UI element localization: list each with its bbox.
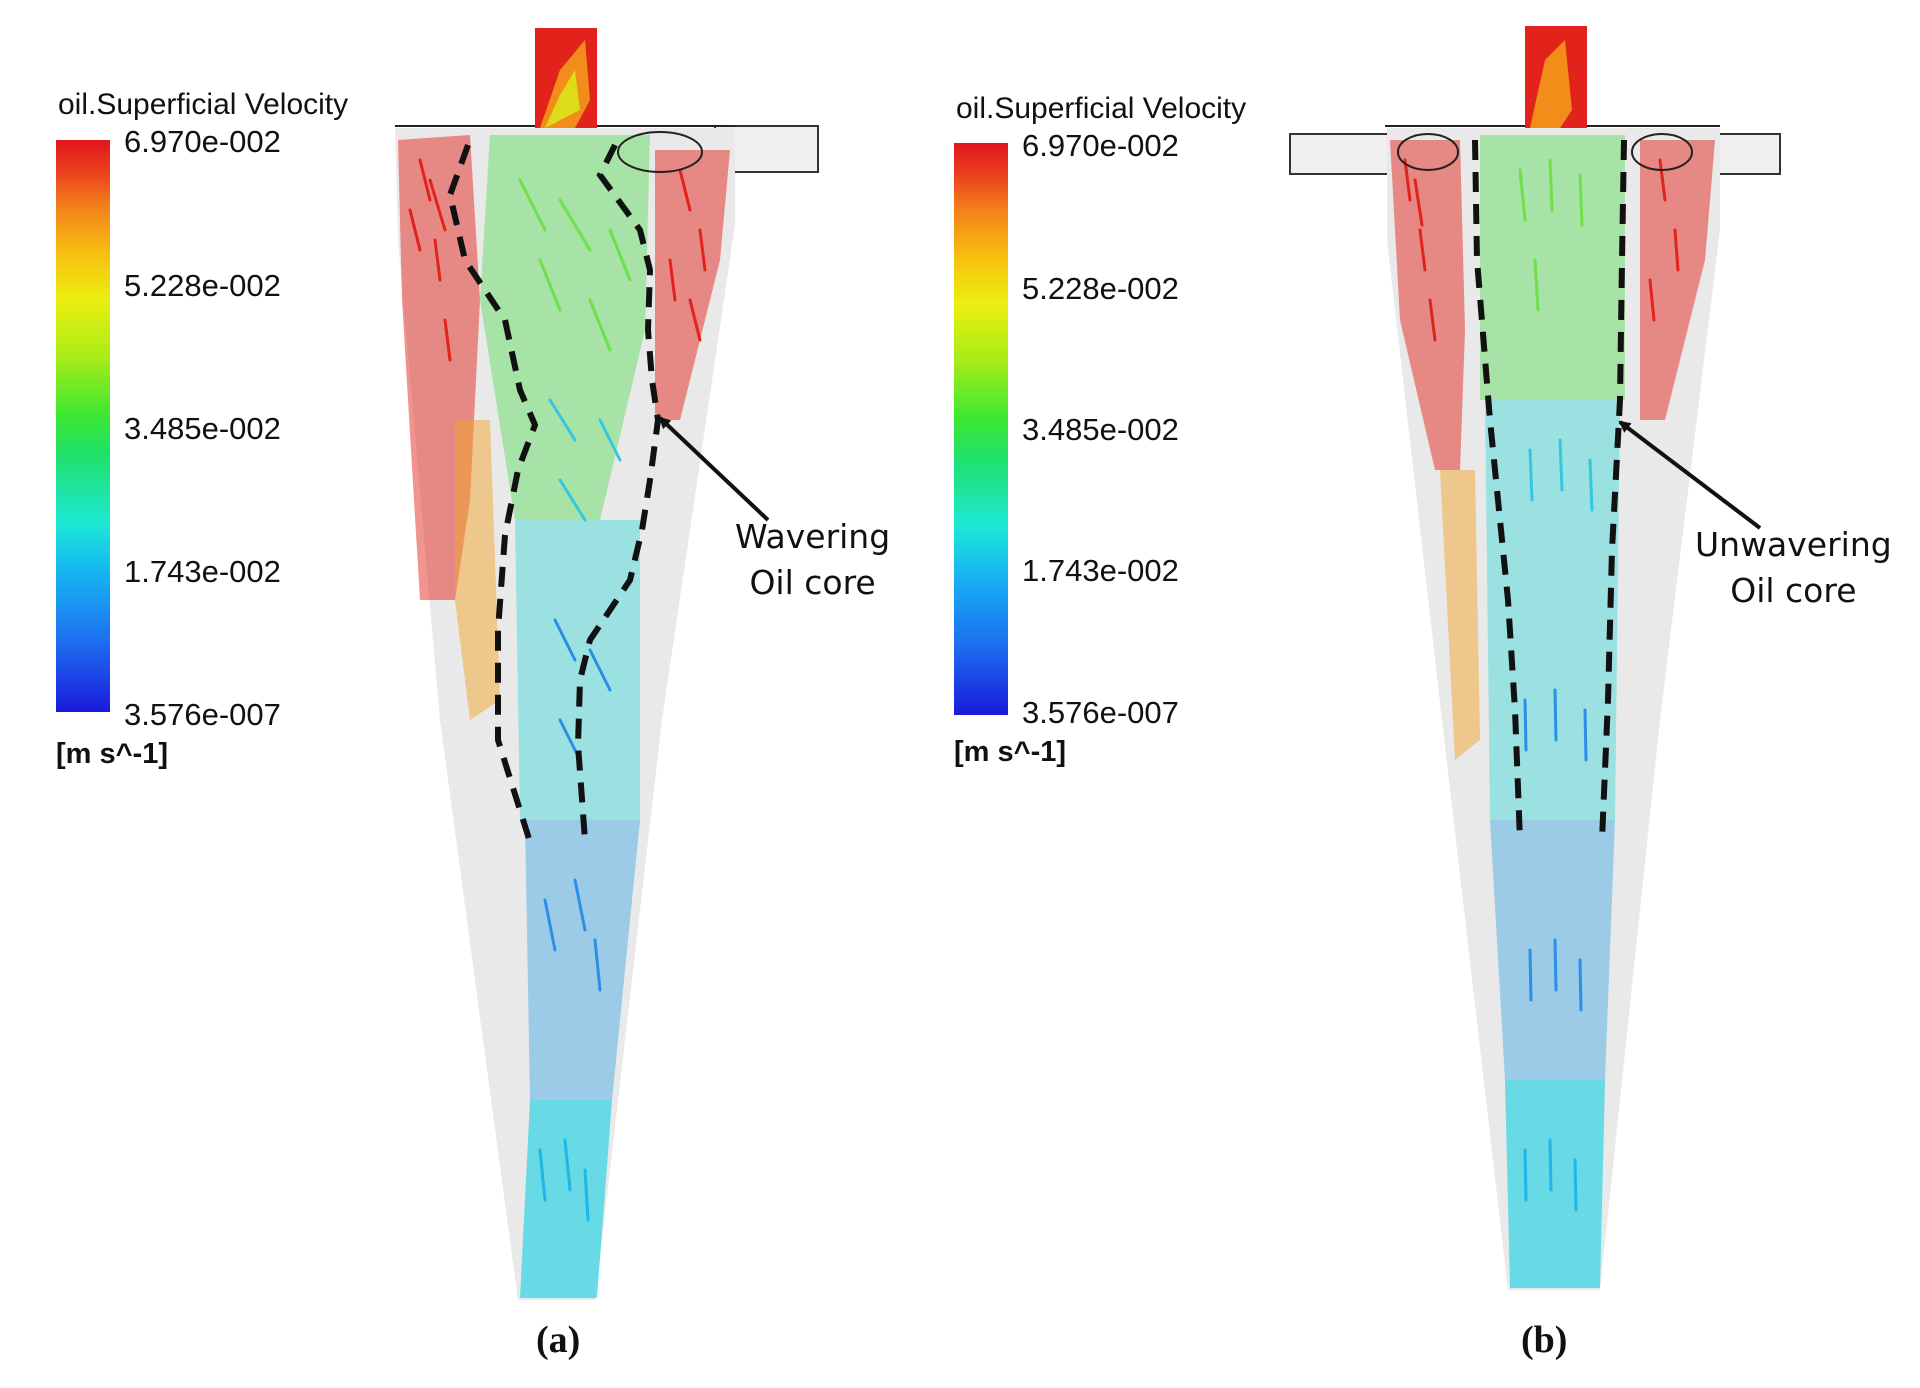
tick-max: 6.970e-002 bbox=[124, 124, 281, 159]
legend-title: oil.Superficial Velocity bbox=[58, 88, 349, 121]
caption-b: (b) bbox=[1521, 1319, 1568, 1361]
tick-max: 6.970e-002 bbox=[1022, 128, 1179, 163]
legend-title: oil.Superficial Velocity bbox=[956, 92, 1247, 125]
panel-b: oil.Superficial Velocity 6.970e-002 5.22… bbox=[954, 0, 1920, 1388]
annotation-line2: Oil core bbox=[1730, 571, 1857, 611]
tick-4: 1.743e-002 bbox=[1022, 553, 1179, 588]
colorbar bbox=[56, 140, 110, 712]
panel-a: oil.Superficial Velocity 6.970e-002 5.22… bbox=[56, 28, 890, 1361]
annotation-line1: Unwavering bbox=[1695, 525, 1892, 564]
annotation-line1: Wavering bbox=[735, 517, 891, 556]
tick-min: 3.576e-007 bbox=[124, 697, 281, 732]
annotation-label: Wavering Oil core bbox=[735, 514, 890, 606]
tick-4: 1.743e-002 bbox=[124, 554, 281, 589]
annotation-line2: Oil core bbox=[749, 563, 876, 603]
velocity-field bbox=[398, 135, 730, 1298]
oil-core-right-boundary bbox=[574, 143, 662, 841]
hydrocyclone-vector-plot-b bbox=[1289, 26, 1781, 1290]
annotation-arrow bbox=[1618, 420, 1762, 530]
velocity-vectors bbox=[1403, 158, 1680, 1212]
tick-2: 5.228e-002 bbox=[124, 268, 281, 303]
tick-3: 3.485e-002 bbox=[1022, 412, 1179, 447]
hydrocyclone-vector-plot-a bbox=[395, 28, 819, 1300]
colorbar bbox=[954, 143, 1008, 715]
velocity-vectors bbox=[408, 158, 707, 1222]
oil-core-left-boundary bbox=[1472, 139, 1523, 841]
legend-unit: [m s^-1] bbox=[954, 736, 1067, 768]
tick-2: 5.228e-002 bbox=[1022, 271, 1179, 306]
tick-3: 3.485e-002 bbox=[124, 411, 281, 446]
annotation-label: Unwavering Oil core bbox=[1695, 522, 1892, 614]
oil-core-right-boundary bbox=[1599, 139, 1627, 841]
velocity-field bbox=[1390, 135, 1715, 1288]
cyclone-body bbox=[395, 128, 735, 1300]
inlet-pipe-left bbox=[1289, 133, 1405, 175]
annotation-arrow bbox=[658, 416, 770, 522]
oil-core-left-boundary bbox=[446, 143, 539, 843]
tick-min: 3.576e-007 bbox=[1022, 695, 1179, 730]
caption-a: (a) bbox=[536, 1319, 581, 1361]
legend-unit: [m s^-1] bbox=[56, 738, 169, 770]
cyclone-body bbox=[1387, 128, 1720, 1290]
